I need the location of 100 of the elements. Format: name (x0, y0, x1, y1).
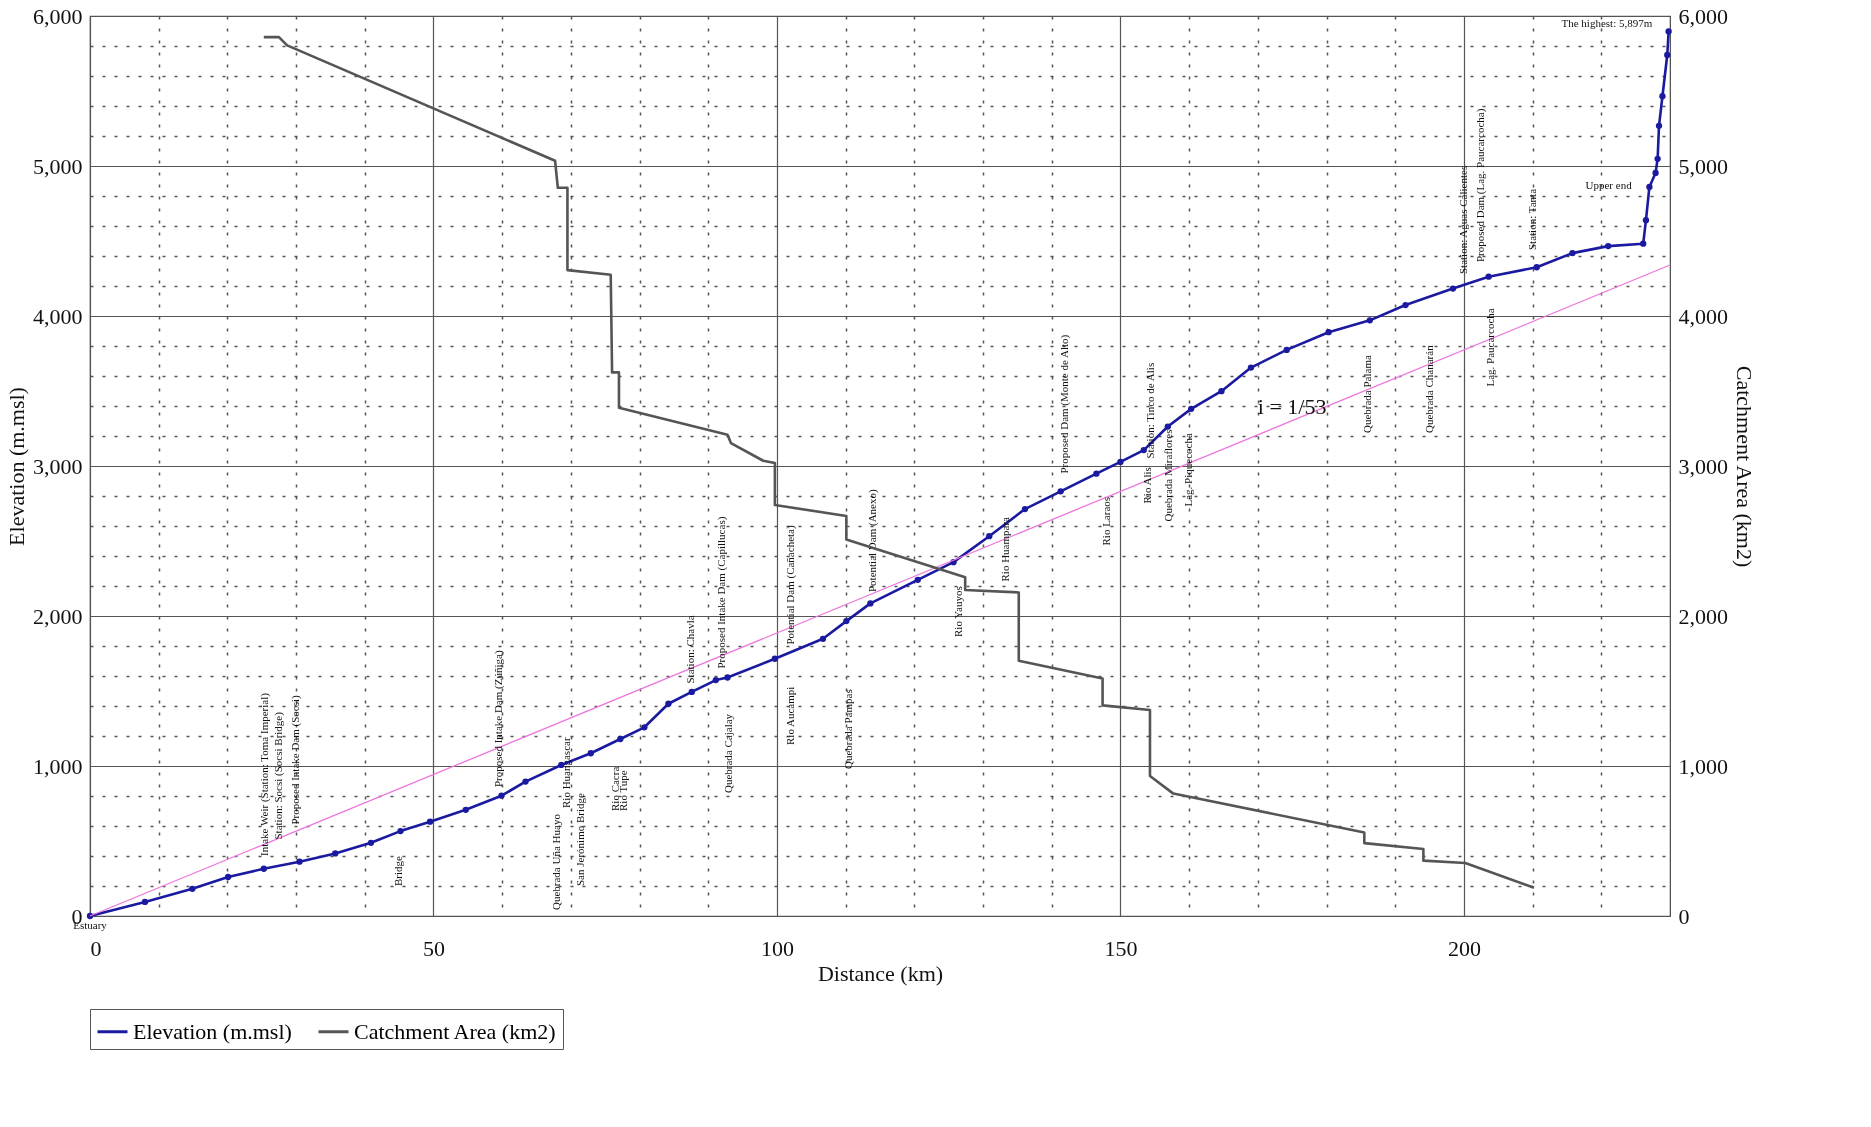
legend-label: Catchment Area (km2) (354, 1018, 556, 1044)
point (1188, 405, 1195, 413)
point (867, 600, 874, 607)
x-tick-label: 200 (1447, 935, 1481, 961)
annotation: San Jerónimo Bridge (574, 793, 587, 886)
point (397, 827, 404, 835)
point (1664, 51, 1671, 59)
annotation: Lag. Paucarcocha (1484, 308, 1497, 387)
point (1642, 216, 1650, 224)
x-tick-label: 50 (422, 935, 445, 961)
point (260, 865, 267, 872)
y2-tick-label: 3,000 (1678, 453, 1728, 479)
point (1283, 346, 1290, 354)
x-tick-label: 150 (1104, 935, 1138, 961)
point (522, 778, 529, 785)
point (1402, 301, 1409, 309)
point (1093, 470, 1100, 477)
annotation: i = 1/53 (1257, 393, 1327, 419)
annotation: Proposed Dam (Monte de Alto) (1058, 334, 1072, 474)
point (1646, 183, 1653, 191)
annotation: Lag. Piquecocha (1182, 433, 1195, 507)
annotation: Intake Weir (Station: Toma Imperial) (258, 692, 272, 856)
point (296, 858, 303, 865)
y-tick-label: 2,000 (33, 603, 83, 629)
point (641, 724, 648, 731)
point (1021, 505, 1029, 513)
point (367, 839, 375, 846)
point (771, 655, 779, 662)
annotation: Bridge (392, 855, 405, 886)
annotation: Proposed Intake Dam (Capillucas) (715, 516, 728, 669)
point (1325, 329, 1332, 336)
point (843, 617, 850, 625)
point (1485, 273, 1492, 280)
annotation: Station: Tanta (1525, 188, 1538, 250)
y-tick-label: 6,000 (33, 3, 83, 29)
point (1665, 28, 1672, 35)
point (688, 688, 695, 696)
annotation: Potential Dam (Cañacheta) (783, 525, 797, 645)
y-tick-label: 4,000 (33, 303, 83, 329)
point (1218, 387, 1225, 395)
point (224, 873, 232, 881)
point (1655, 122, 1663, 129)
annotation: Quebrada Uña Huayo (550, 813, 563, 910)
annotation: Rio Alis (1140, 467, 1153, 504)
point (665, 700, 672, 707)
annotation: Quebrada Cajalay (721, 713, 734, 793)
x-tick-label: 0 (90, 935, 102, 961)
point (332, 850, 339, 857)
y-tick-label: 3,000 (33, 453, 83, 479)
annotation: Rio Huangascar (560, 737, 573, 808)
legend-label: Elevation (m.msl) (133, 1018, 292, 1044)
y2-tick-label: 1,000 (1678, 753, 1728, 779)
y-tick-label: 1,000 (33, 753, 83, 779)
point (498, 792, 505, 799)
point (724, 674, 731, 681)
y2-axis-title: Catchment Area (km2) (1732, 365, 1757, 568)
annotation: Station: Tinco de Alis (1144, 362, 1157, 459)
point (1654, 155, 1661, 162)
point (462, 806, 469, 813)
point (1057, 488, 1064, 495)
y2-tick-label: 4,000 (1678, 303, 1728, 329)
y2-tick-label: 6,000 (1678, 3, 1728, 29)
y2-tick-label: 2,000 (1678, 603, 1728, 629)
x-tick-label: 100 (760, 935, 794, 961)
point (1640, 240, 1647, 247)
annotation: Quebrada Chanarán (1422, 344, 1435, 433)
annotation: Rio Aucampi (783, 686, 796, 745)
point (1140, 446, 1147, 454)
annotation: Proposed Intake Dam (Zúñiga) (491, 650, 505, 787)
point (617, 735, 624, 743)
point (1449, 285, 1457, 292)
annotation: Station: Socsi (Socsi Bridge) (271, 711, 285, 840)
annotation: The highest: 5,897m (1561, 16, 1653, 29)
y2-tick-label: 0 (1678, 903, 1690, 929)
x-axis-title: Distance (km) (817, 960, 944, 986)
annotation: Rio Yauyos (952, 586, 964, 637)
annotation: Quebrada Pampas (842, 689, 855, 769)
point (986, 533, 993, 540)
point (914, 576, 921, 584)
y2-tick-label: 5,000 (1678, 153, 1728, 179)
point (1164, 423, 1171, 430)
annotation: Rio Cacra (608, 766, 621, 811)
point (1569, 249, 1576, 257)
point (141, 898, 149, 906)
point (1366, 317, 1373, 324)
point (189, 885, 196, 893)
point (819, 635, 827, 642)
point (426, 818, 434, 825)
point (1533, 264, 1540, 271)
annotation: Station: Chavla (684, 615, 697, 684)
y-tick-label: 5,000 (33, 153, 83, 179)
point (1652, 169, 1659, 177)
point (587, 750, 594, 757)
annotation: Upper end (1585, 178, 1633, 191)
point (1659, 93, 1666, 100)
annotation: Rio Huampara (998, 516, 1011, 582)
point (1117, 458, 1124, 466)
annotation: Quebrada Palama (1360, 355, 1373, 433)
annotation: Rio Laraos (1099, 496, 1112, 546)
point (1605, 242, 1612, 250)
